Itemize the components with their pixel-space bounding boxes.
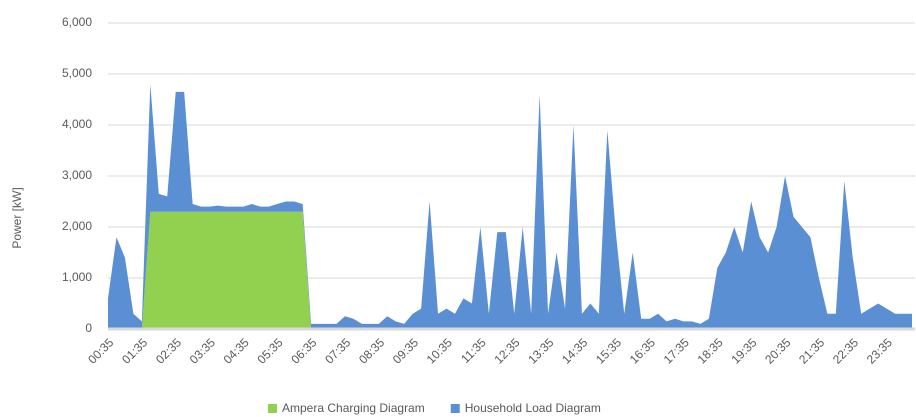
y-tick-label: 4,000 bbox=[62, 117, 92, 131]
y-tick-label: 5,000 bbox=[62, 66, 92, 80]
x-tick-label: 12:35 bbox=[491, 335, 522, 366]
x-tick-label: 21:35 bbox=[796, 335, 827, 366]
x-tick-label: 05:35 bbox=[254, 335, 285, 366]
legend-label: Ampera Charging Diagram bbox=[282, 401, 425, 415]
y-axis-title: Power [kW] bbox=[10, 187, 24, 248]
y-tick-label: 6,000 bbox=[62, 15, 92, 29]
x-tick-label: 23:35 bbox=[864, 335, 895, 366]
x-tick-label: 09:35 bbox=[390, 335, 421, 366]
x-tick-label: 20:35 bbox=[762, 335, 793, 366]
legend-swatch bbox=[268, 404, 277, 413]
x-tick-label: 14:35 bbox=[559, 335, 590, 366]
x-tick-label: 13:35 bbox=[525, 335, 556, 366]
y-tick-label: 0 bbox=[85, 321, 92, 335]
x-tick-label: 06:35 bbox=[288, 335, 319, 366]
x-tick-label: 15:35 bbox=[593, 335, 624, 366]
x-tick-label: 00:35 bbox=[85, 335, 116, 366]
x-tick-label: 17:35 bbox=[661, 335, 692, 366]
x-tick-label: 07:35 bbox=[322, 335, 353, 366]
y-tick-label: 3,000 bbox=[62, 168, 92, 182]
x-tick-label: 01:35 bbox=[119, 335, 150, 366]
x-tick-label: 10:35 bbox=[424, 335, 455, 366]
x-tick-label: 11:35 bbox=[458, 335, 489, 366]
x-tick-label: 03:35 bbox=[187, 335, 218, 366]
area bbox=[108, 84, 912, 329]
area bbox=[108, 211, 912, 329]
x-tick-label: 18:35 bbox=[695, 335, 726, 366]
x-tick-label: 04:35 bbox=[221, 335, 252, 366]
x-tick-label: 16:35 bbox=[627, 335, 658, 366]
legend-label: Household Load Diagram bbox=[465, 401, 601, 415]
y-tick-label: 2,000 bbox=[62, 219, 92, 233]
legend-swatch bbox=[450, 404, 460, 413]
y-tick-label: 1,000 bbox=[62, 270, 92, 284]
x-tick-label: 02:35 bbox=[153, 335, 184, 366]
x-tick-label: 22:35 bbox=[830, 335, 861, 366]
x-tick-label: 19:35 bbox=[728, 335, 759, 366]
x-tick-label: 08:35 bbox=[356, 335, 387, 366]
